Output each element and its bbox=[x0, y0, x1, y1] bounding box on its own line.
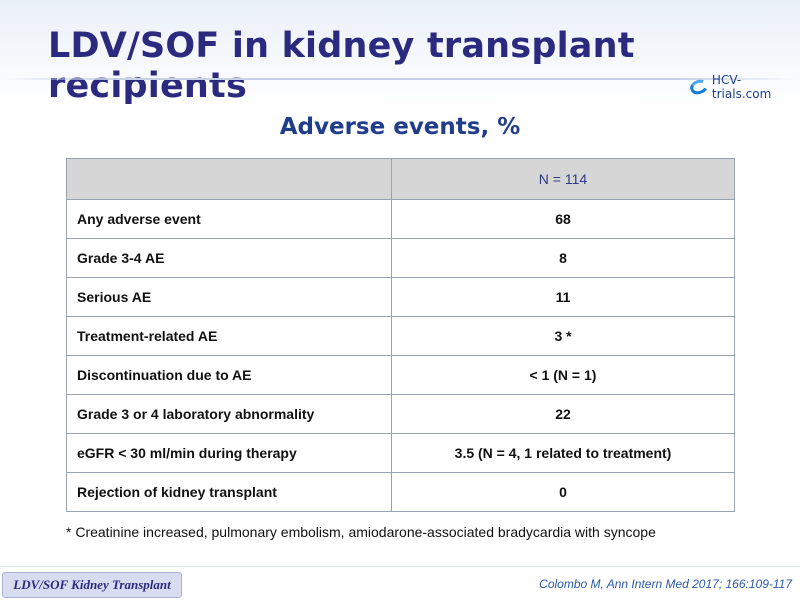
row-label: Grade 3-4 AE bbox=[66, 238, 392, 278]
table-subtitle: Adverse events, % bbox=[279, 114, 521, 140]
table-header-row: N = 114 bbox=[66, 158, 735, 200]
row-label: Any adverse event bbox=[66, 199, 392, 239]
row-label: Discontinuation due to AE bbox=[66, 355, 392, 395]
row-label: Treatment-related AE bbox=[66, 316, 392, 356]
row-value: 22 bbox=[391, 394, 735, 434]
table-row: Grade 3 or 4 laboratory abnormality 22 bbox=[66, 394, 735, 434]
row-label: Rejection of kidney transplant bbox=[66, 472, 392, 512]
table-row: Any adverse event 68 bbox=[66, 199, 735, 239]
table-row: Grade 3-4 AE 8 bbox=[66, 238, 735, 278]
row-value: 68 bbox=[391, 199, 735, 239]
table-row: Rejection of kidney transplant 0 bbox=[66, 472, 735, 512]
slide-section-badge: LDV/SOF Kidney Transplant bbox=[2, 572, 182, 598]
logo-text: HCV-trials.com bbox=[711, 73, 772, 101]
row-value: < 1 (N = 1) bbox=[391, 355, 735, 395]
table-row: Discontinuation due to AE < 1 (N = 1) bbox=[66, 355, 735, 395]
row-value: 0 bbox=[391, 472, 735, 512]
header-value-cell: N = 114 bbox=[391, 158, 735, 200]
row-label: Grade 3 or 4 laboratory abnormality bbox=[66, 394, 392, 434]
citation: Colombo M, Ann Intern Med 2017; 166:109-… bbox=[539, 577, 792, 591]
hcv-trials-logo-icon bbox=[688, 77, 710, 97]
hcv-trials-logo: HCV-trials.com bbox=[688, 73, 800, 101]
table-footnote: * Creatinine increased, pulmonary emboli… bbox=[66, 524, 656, 540]
header-label-cell bbox=[66, 158, 392, 200]
table-row: Treatment-related AE 3 * bbox=[66, 316, 735, 356]
row-label: eGFR < 30 ml/min during therapy bbox=[66, 433, 392, 473]
slide-title: LDV/SOF in kidney transplant recipients bbox=[48, 26, 635, 106]
row-value: 3.5 (N = 4, 1 related to treatment) bbox=[391, 433, 735, 473]
title-divider bbox=[0, 78, 800, 80]
row-value: 3 * bbox=[391, 316, 735, 356]
adverse-events-table: N = 114 Any adverse event 68 Grade 3-4 A… bbox=[66, 158, 735, 512]
footer-divider bbox=[0, 566, 800, 567]
row-label: Serious AE bbox=[66, 277, 392, 317]
table-row: Serious AE 11 bbox=[66, 277, 735, 317]
table-row: eGFR < 30 ml/min during therapy 3.5 (N =… bbox=[66, 433, 735, 473]
row-value: 8 bbox=[391, 238, 735, 278]
row-value: 11 bbox=[391, 277, 735, 317]
